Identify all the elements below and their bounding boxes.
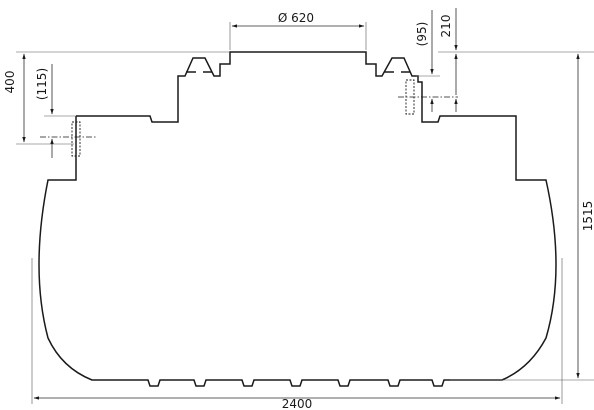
dim-overall-width: 2400 xyxy=(31,258,563,410)
outlet-offset-label: (95) xyxy=(415,22,429,47)
dim-outlet-offset: (95) xyxy=(415,10,440,112)
inlet-offset-label: (115) xyxy=(35,68,49,100)
riser-height-label: 400 xyxy=(3,71,17,94)
inlet-pipe-hidden-body xyxy=(71,121,81,157)
dim-port-diameter: Ø 620 xyxy=(229,11,367,50)
dim-overall-height: 1515 xyxy=(438,51,594,381)
dim-inlet-offset: (115) xyxy=(35,64,76,158)
tank-bottom-contour xyxy=(106,379,488,387)
overall-width-label: 2400 xyxy=(282,397,313,410)
dim-riser-height: 400 xyxy=(3,51,230,145)
inlet-pipe xyxy=(40,121,96,157)
outlet-pipe xyxy=(398,79,458,115)
dim-outlet-drop: 210 xyxy=(439,8,458,112)
tank-top-left-contour xyxy=(76,51,557,381)
outlet-drop-label: 210 xyxy=(439,15,453,38)
overall-height-label: 1515 xyxy=(581,201,594,232)
tank-left-upper-contour xyxy=(38,116,106,381)
port-diameter-label: Ø 620 xyxy=(278,11,314,25)
tank-outline xyxy=(38,51,557,387)
